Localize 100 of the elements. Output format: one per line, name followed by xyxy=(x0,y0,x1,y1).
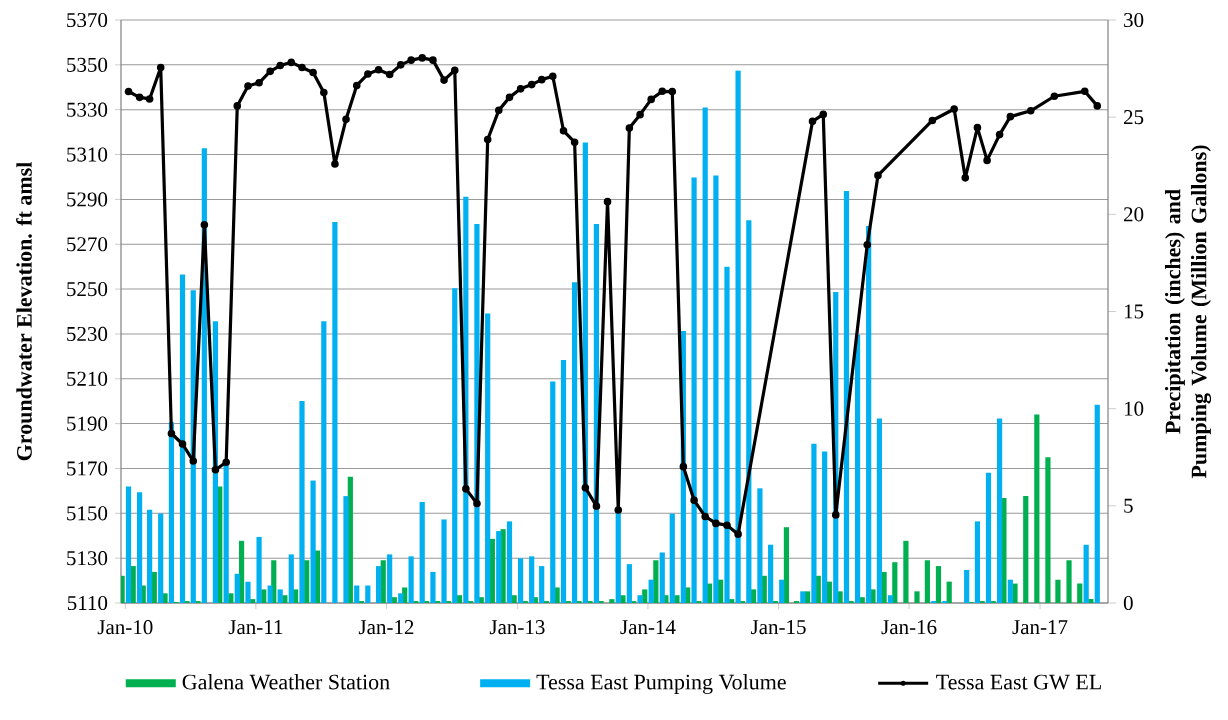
bar xyxy=(746,220,752,603)
bar xyxy=(985,472,992,603)
bar xyxy=(946,581,952,603)
bar xyxy=(511,595,517,603)
bar xyxy=(854,334,861,603)
bar xyxy=(380,560,386,603)
bar xyxy=(996,418,1003,603)
bar xyxy=(804,591,811,603)
bar xyxy=(452,288,458,603)
bar xyxy=(691,177,697,603)
bar xyxy=(669,513,675,603)
bar xyxy=(659,552,665,603)
y-tick-label: 5290 xyxy=(67,192,108,207)
bar xyxy=(964,569,970,603)
bar xyxy=(539,566,545,603)
bar xyxy=(391,597,397,603)
bar xyxy=(757,488,763,603)
y-tick-label: 5150 xyxy=(67,506,108,521)
x-tick-label: Jan-15 xyxy=(750,620,806,635)
bar xyxy=(277,589,283,603)
bar xyxy=(735,70,741,603)
bar xyxy=(572,282,578,603)
bar xyxy=(620,595,626,603)
bar xyxy=(130,566,136,603)
bar xyxy=(822,451,828,603)
y-tick-label: 5130 xyxy=(67,551,108,566)
bar xyxy=(256,536,262,603)
x-tick-label: Jan-11 xyxy=(228,620,283,635)
bar xyxy=(1083,544,1089,603)
y-tick-label: 5190 xyxy=(67,416,108,431)
bar xyxy=(529,556,535,603)
bar xyxy=(713,175,719,603)
bar xyxy=(768,544,774,603)
x-tick-label: Jan-16 xyxy=(881,620,937,635)
bar xyxy=(365,585,371,603)
bar xyxy=(1007,579,1013,603)
y-tick-label: 5270 xyxy=(67,237,108,252)
bar xyxy=(310,480,316,603)
legend-label: Tessa East Pumping Volume xyxy=(536,674,786,694)
x-tick-label: Jan-13 xyxy=(489,620,545,635)
x-tick-label: Jan-17 xyxy=(1012,620,1068,635)
legend-label: Tessa East GW EL xyxy=(936,674,1101,690)
x-tick-label: Jan-12 xyxy=(358,620,414,635)
bar xyxy=(876,418,882,603)
bar xyxy=(485,313,491,603)
y-tick-label: 5250 xyxy=(67,282,108,297)
bar xyxy=(158,513,164,603)
bar xyxy=(924,560,930,603)
bar xyxy=(881,571,887,603)
bar xyxy=(637,595,643,603)
bar xyxy=(724,266,730,603)
bar xyxy=(168,422,175,603)
y2-tick-label: 5 xyxy=(1124,498,1133,513)
bar xyxy=(245,581,251,603)
y-tick-label: 5310 xyxy=(67,147,108,162)
bar xyxy=(179,274,186,603)
bar xyxy=(903,540,909,603)
bar xyxy=(489,538,495,603)
bar xyxy=(750,589,757,603)
y2-axis-title: Precipitation (inches) and Pumping Volume (Million Gallons) xyxy=(1164,145,1212,479)
legend-label: Galena Weather Station xyxy=(182,674,390,690)
bar xyxy=(343,496,349,603)
bar xyxy=(398,593,404,603)
bar xyxy=(1055,579,1061,603)
bar xyxy=(387,554,393,603)
y-tick-label: 5370 xyxy=(67,12,108,28)
bar xyxy=(783,527,790,603)
bar xyxy=(826,581,832,603)
bar xyxy=(125,486,132,603)
bar xyxy=(674,595,680,603)
y-tick-label: 5330 xyxy=(67,102,108,117)
y2-tick-label: 0 xyxy=(1123,595,1133,611)
bar xyxy=(974,521,981,603)
bar xyxy=(419,501,425,603)
bar xyxy=(288,554,294,603)
bar xyxy=(702,107,708,603)
y2-tick-label: 20 xyxy=(1123,207,1144,222)
y2-tick-label: 30 xyxy=(1124,12,1144,28)
bar xyxy=(332,222,338,603)
y2-tick-label: 10 xyxy=(1124,401,1144,416)
bar xyxy=(136,492,143,603)
bar xyxy=(550,381,556,603)
bar xyxy=(626,564,632,603)
bar xyxy=(892,562,898,603)
bar xyxy=(234,573,240,603)
bar xyxy=(375,566,382,603)
bar xyxy=(408,556,414,603)
bar xyxy=(1034,414,1040,603)
bar xyxy=(151,571,157,603)
bar xyxy=(779,579,785,603)
bar xyxy=(430,571,436,603)
bar xyxy=(321,321,327,603)
bar xyxy=(456,595,463,603)
y-tick-label: 5170 xyxy=(67,461,108,476)
bar xyxy=(496,531,502,603)
bar xyxy=(506,521,513,603)
bar xyxy=(560,360,567,603)
bar xyxy=(147,509,153,603)
bar xyxy=(800,591,806,603)
bar xyxy=(935,566,942,603)
